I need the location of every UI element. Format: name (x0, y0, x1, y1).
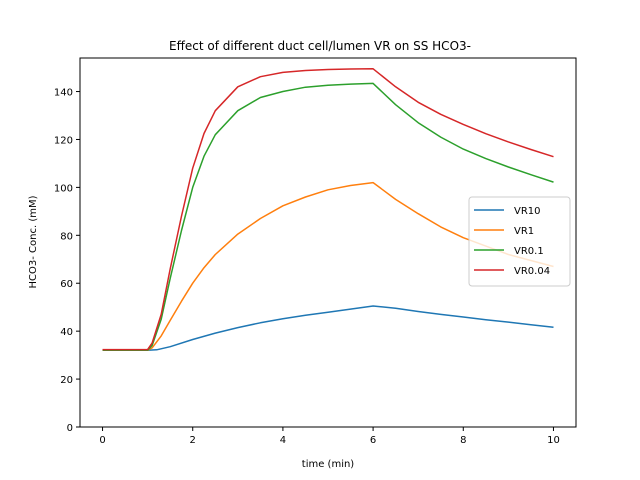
legend: VR10 VR1 VR0.1 VR0.04 (468, 196, 571, 287)
y-axis-label: HCO3- Conc. (mM) (28, 195, 39, 288)
y-tick-label: 0 (67, 423, 73, 434)
legend-label-vr1: VR1 (514, 226, 534, 237)
y-tick-label: 60 (60, 279, 73, 290)
chart-title: Effect of different duct cell/lumen VR o… (169, 39, 471, 53)
y-tick-label: 100 (54, 183, 73, 194)
x-tick-label: 8 (460, 435, 466, 446)
y-tick-label: 40 (60, 327, 73, 338)
x-axis-label: time (min) (302, 459, 355, 470)
series-line-vr0-04 (102, 68, 554, 351)
legend-label-vr0-1: VR0.1 (514, 246, 544, 257)
y-tick-label: 140 (54, 88, 73, 99)
x-tick-label: 2 (190, 435, 196, 446)
y-tick-label: 120 (54, 135, 73, 146)
legend-entries: VR10 VR1 VR0.1 VR0.04 (474, 206, 550, 277)
legend-label-vr10: VR10 (514, 206, 541, 217)
plot-frame (79, 57, 577, 428)
x-tick-label: 6 (370, 435, 376, 446)
series-line-vr10 (102, 305, 554, 352)
y-tick-label: 80 (60, 231, 73, 242)
series-line-vr1 (102, 181, 554, 352)
legend-box (468, 196, 571, 287)
series-lines (102, 68, 554, 352)
x-tick-label: 4 (280, 435, 286, 446)
x-tick-label: 10 (547, 435, 560, 446)
y-tick-label: 20 (60, 375, 73, 386)
series-line-vr0-1 (102, 82, 554, 352)
x-tick-label: 0 (99, 435, 105, 446)
legend-label-vr0-04: VR0.04 (514, 266, 550, 277)
